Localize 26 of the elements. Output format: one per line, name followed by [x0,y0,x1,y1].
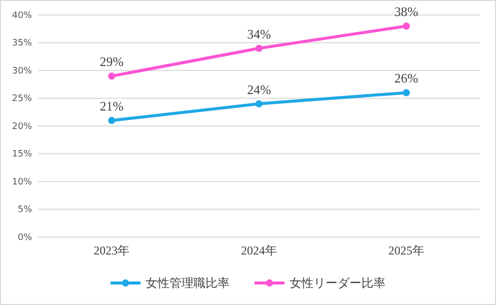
y-tick-label: 20% [12,122,32,132]
y-tick-label: 35% [12,38,32,49]
legend-label: 女性管理職比率 [146,276,230,290]
data-label: 29% [100,54,124,70]
point [108,72,116,80]
y-tick-label: 40% [12,10,32,21]
legend-label: 女性リーダー比率 [290,276,386,290]
y-tick-label: 0% [18,232,32,243]
y-tick-label: 10% [12,177,32,188]
x-tick-label: 2024年 [241,244,277,258]
point [255,100,263,108]
data-label: 34% [247,26,272,42]
x-tick-label: 2025年 [388,244,424,258]
data-label: 26% [394,70,418,86]
point [402,22,410,30]
data-label: 24% [247,82,272,97]
data-label: 21% [100,98,124,114]
point [108,116,116,124]
data-label: 38% [394,4,418,20]
y-tick-label: 5% [18,205,32,216]
point [255,44,263,52]
y-tick-label: 30% [12,66,32,76]
point [402,89,410,96]
x-tick-label: 2023年 [94,244,130,258]
y-tick-label: 25% [12,94,32,104]
y-tick-label: 15% [12,150,32,160]
